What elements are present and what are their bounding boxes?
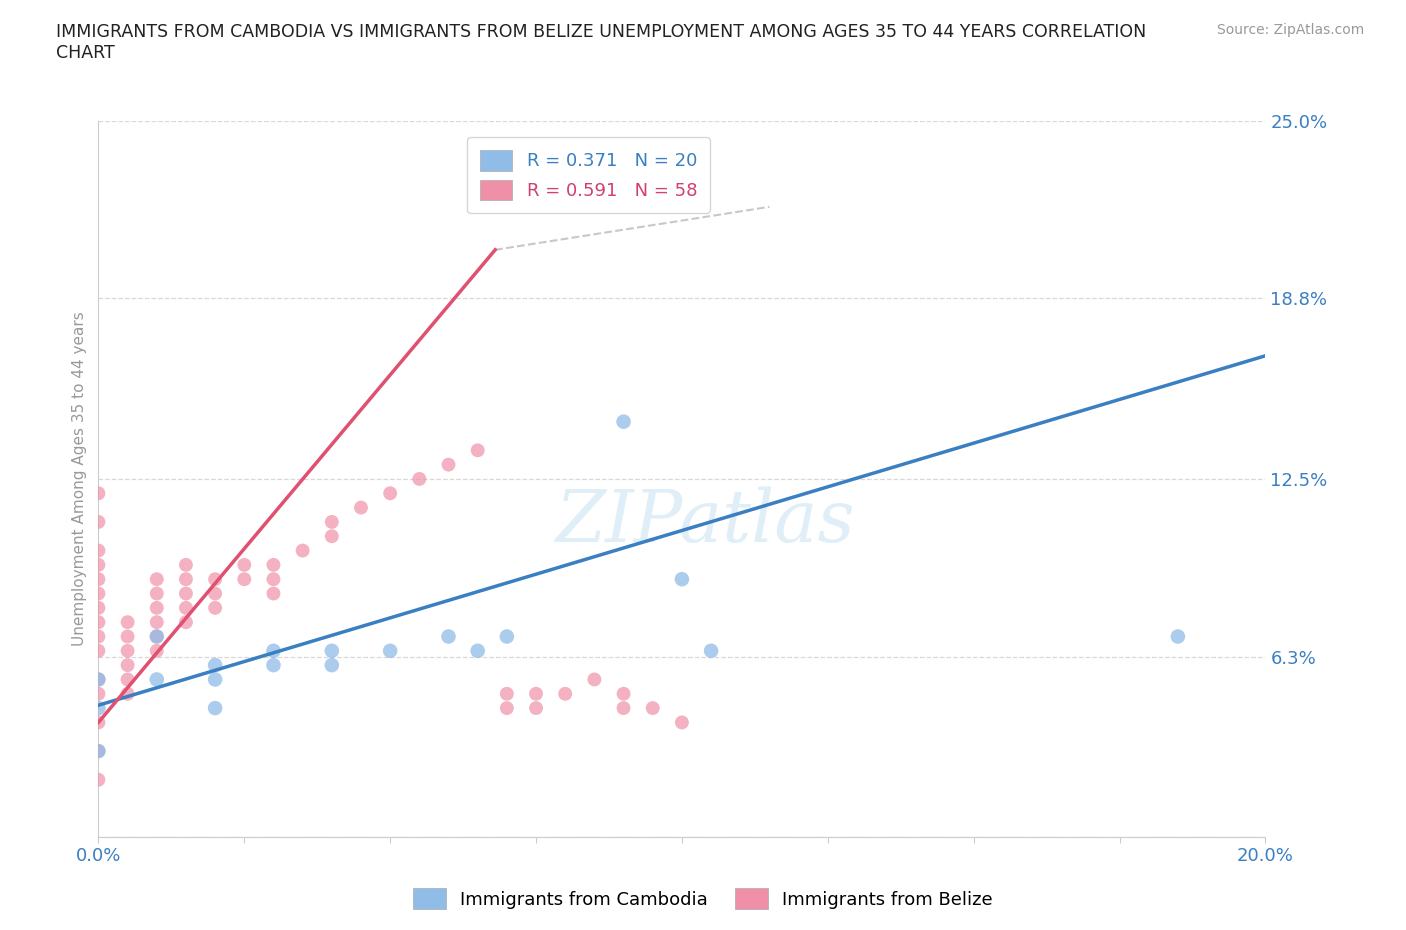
- Point: [524, 700, 547, 715]
- Point: [612, 414, 634, 429]
- Point: [262, 658, 284, 672]
- Point: [87, 715, 110, 730]
- Point: [204, 672, 226, 687]
- Point: [87, 686, 110, 701]
- Point: [87, 572, 110, 587]
- Point: [87, 700, 110, 715]
- Point: [467, 443, 489, 458]
- Point: [174, 601, 197, 616]
- Point: [87, 672, 110, 687]
- Text: ZIPatlas: ZIPatlas: [555, 486, 855, 557]
- Point: [554, 686, 576, 701]
- Point: [408, 472, 430, 486]
- Point: [146, 644, 169, 658]
- Point: [87, 485, 110, 500]
- Point: [671, 572, 693, 587]
- Point: [146, 586, 169, 601]
- Point: [117, 672, 139, 687]
- Point: [87, 744, 110, 759]
- Point: [641, 700, 664, 715]
- Point: [174, 557, 197, 572]
- Point: [524, 686, 547, 701]
- Y-axis label: Unemployment Among Ages 35 to 44 years: Unemployment Among Ages 35 to 44 years: [72, 312, 87, 646]
- Point: [87, 615, 110, 630]
- Legend: R = 0.371   N = 20, R = 0.591   N = 58: R = 0.371 N = 20, R = 0.591 N = 58: [467, 137, 710, 213]
- Point: [262, 586, 284, 601]
- Point: [1167, 629, 1189, 644]
- Point: [467, 644, 489, 658]
- Point: [496, 686, 519, 701]
- Point: [146, 672, 169, 687]
- Point: [204, 601, 226, 616]
- Point: [174, 615, 197, 630]
- Point: [117, 615, 139, 630]
- Point: [204, 658, 226, 672]
- Point: [146, 601, 169, 616]
- Point: [437, 458, 460, 472]
- Point: [496, 700, 519, 715]
- Point: [437, 629, 460, 644]
- Point: [146, 629, 169, 644]
- Point: [87, 772, 110, 787]
- Point: [174, 586, 197, 601]
- Point: [87, 514, 110, 529]
- Point: [262, 557, 284, 572]
- Point: [117, 644, 139, 658]
- Legend: Immigrants from Cambodia, Immigrants from Belize: Immigrants from Cambodia, Immigrants fro…: [406, 881, 1000, 916]
- Point: [204, 700, 226, 715]
- Point: [262, 572, 284, 587]
- Point: [496, 629, 519, 644]
- Point: [87, 629, 110, 644]
- Text: Source: ZipAtlas.com: Source: ZipAtlas.com: [1216, 23, 1364, 37]
- Point: [262, 644, 284, 658]
- Point: [87, 744, 110, 759]
- Point: [87, 557, 110, 572]
- Point: [233, 572, 256, 587]
- Point: [612, 686, 634, 701]
- Point: [321, 658, 343, 672]
- Point: [87, 601, 110, 616]
- Point: [233, 557, 256, 572]
- Point: [583, 672, 606, 687]
- Point: [87, 543, 110, 558]
- Point: [671, 715, 693, 730]
- Point: [117, 658, 139, 672]
- Point: [380, 644, 402, 658]
- Text: IMMIGRANTS FROM CAMBODIA VS IMMIGRANTS FROM BELIZE UNEMPLOYMENT AMONG AGES 35 TO: IMMIGRANTS FROM CAMBODIA VS IMMIGRANTS F…: [56, 23, 1146, 62]
- Point: [174, 572, 197, 587]
- Point: [87, 586, 110, 601]
- Point: [146, 572, 169, 587]
- Point: [700, 644, 723, 658]
- Point: [146, 615, 169, 630]
- Point: [87, 644, 110, 658]
- Point: [87, 672, 110, 687]
- Point: [612, 700, 634, 715]
- Point: [380, 485, 402, 500]
- Point: [291, 543, 314, 558]
- Point: [204, 586, 226, 601]
- Point: [117, 686, 139, 701]
- Point: [350, 500, 373, 515]
- Point: [117, 629, 139, 644]
- Point: [321, 644, 343, 658]
- Point: [204, 572, 226, 587]
- Point: [321, 514, 343, 529]
- Point: [146, 629, 169, 644]
- Point: [321, 529, 343, 544]
